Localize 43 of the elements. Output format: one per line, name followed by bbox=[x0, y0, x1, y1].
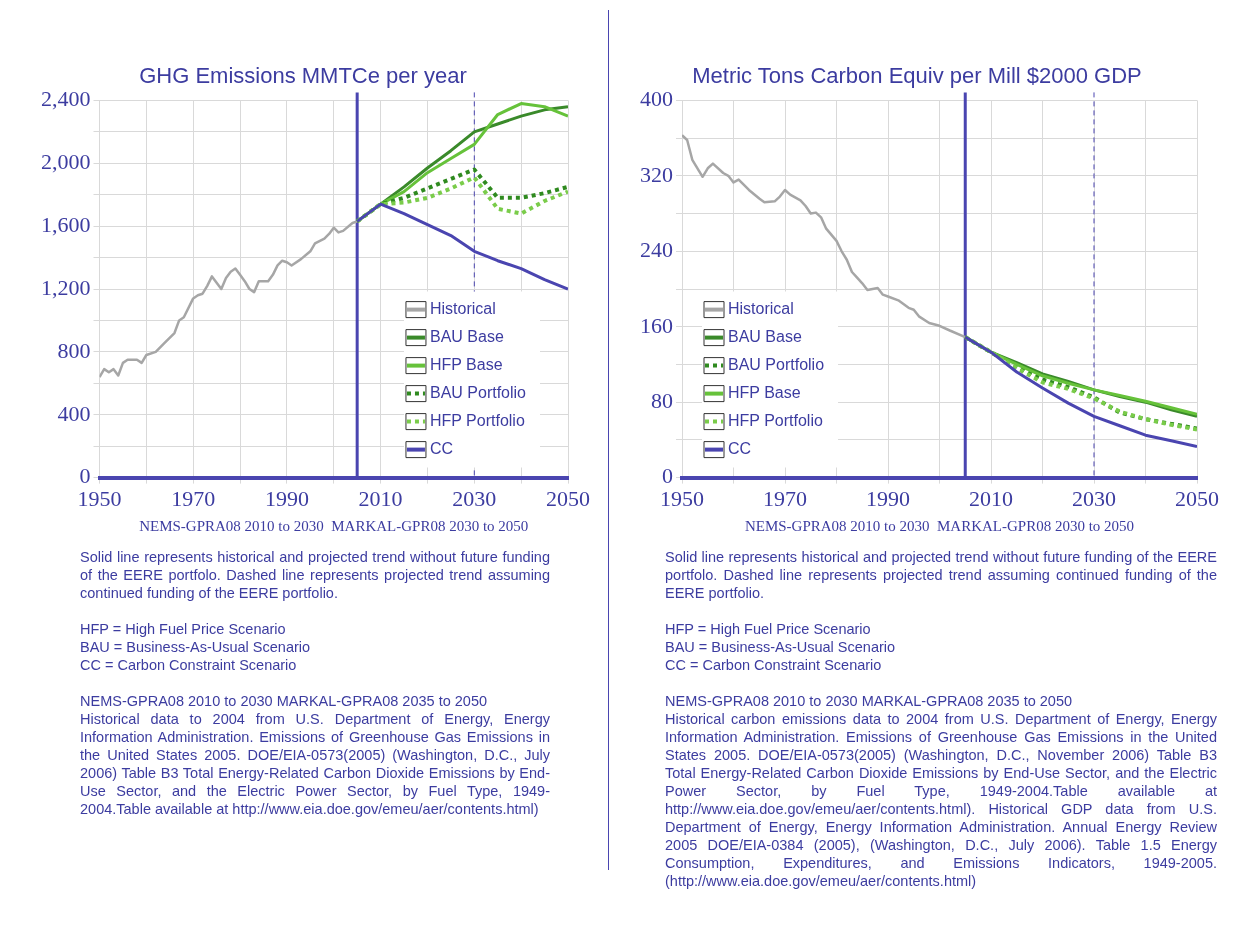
y-tick-label: 80 bbox=[651, 387, 673, 413]
y-tick-label: 800 bbox=[57, 337, 91, 363]
legend-label: Historical bbox=[429, 300, 496, 318]
text: NEMS-GPRA08 2010 to 2030 MARKAL-GPRA08 2035 to 2050 Historical carbon emissions data to 2004 from U.S. Department of Energy, Energy Information Administration. Emissions of Greenhouse Gas Emissions in the United States 2005. DOE/EIA-0573(2005) (Washington, D.C., November 2006) Table B3 Total Energy-Related Carbon Dioxide Emissions by End-Use Sector, and the Electric Power Sector, by Fuel Type, 1949-2004.Table available at http://www.eia.doe.gov/emeu/aer/contents.html). Historical GDP data from U.S. Department of Energy, Energy Information Administration. Annual Energy Review 2005 DOE/EIA-0384 (2005), (Washington, D.C., July 2006). Table 1.5 Energy Consumption, Expenditures, and Emissions Indicators, 1949-2005. (http://www.eia.doe.gov/emeu/aer/contents.html) bbox=[665, 693, 1217, 889]
legend-label: Historical bbox=[728, 300, 794, 318]
x-tick-label: 2030 bbox=[452, 485, 497, 511]
legend-label: BAU Base bbox=[728, 328, 802, 346]
chart-title: Metric Tons Carbon Equiv per Mill $2000 GDP bbox=[692, 63, 1142, 89]
x-axis-title: NEMS-GPRA08 2010 to 2030 MARKAL-GPR08 2030 to 2050 bbox=[744, 517, 1135, 534]
legend-label: BAU Base bbox=[429, 328, 504, 346]
text: HFP = High Fuel Price Scenario BAU = Business-As-Usual Scenario CC = Carbon Constraint Scenario bbox=[665, 620, 897, 674]
y-tick-label: 400 bbox=[57, 400, 91, 426]
y-tick-label: 1,600 bbox=[41, 211, 91, 237]
x-tick-label: 1990 bbox=[264, 485, 309, 511]
x-tick-label: 2050 bbox=[1175, 485, 1219, 511]
legend-label: HFP Portfolio bbox=[429, 412, 525, 430]
y-tick-label: 2,400 bbox=[41, 86, 91, 112]
y-tick-label: 240 bbox=[640, 237, 673, 263]
x-tick-label: 2030 bbox=[1072, 485, 1116, 511]
y-tick-label: 160 bbox=[640, 312, 673, 338]
x-axis-title: NEMS-GPRA08 2010 to 2030 MARKAL-GPR08 2030 to 2050 bbox=[139, 517, 529, 534]
chart-title: GHG Emissions MMTCe per year bbox=[139, 63, 467, 89]
x-tick-label: 1970 bbox=[171, 485, 216, 511]
x-tick-label: 1970 bbox=[763, 485, 807, 511]
y-tick-label: 2,000 bbox=[41, 149, 91, 175]
text: Solid line represents historical and projected trend without future funding of the EERE portfolo. Dashed line represents projected trend assuming continued funding of the EERE portfolio. bbox=[80, 548, 550, 602]
y-tick-label: 400 bbox=[640, 86, 673, 112]
legend-label: CC bbox=[429, 440, 454, 458]
legend-label: HFP Base bbox=[728, 384, 801, 402]
x-tick-label: 2050 bbox=[546, 485, 590, 511]
legend-label: BAU Portfolio bbox=[429, 384, 527, 402]
x-tick-label: 2010 bbox=[358, 485, 403, 511]
text: NEMS-GPRA08 2010 to 2030 MARKAL-GPRA08 2035 to 2050 Historical data to 2004 from U.S. Department of Energy, Energy Information Administration. Emissions of Greenhouse Gas Emissions in the United States 2005. DOE/EIA-0573(2005) (Washington, D.C., July 2006) Table B3 Total Energy-Related Carbon Dioxide Emissions by End-Use Sector, and the Electric Power Sector, by Fuel Type, 1949-2004.Table available at http://www.eia.doe.gov/emeu/aer/contents.html) bbox=[80, 692, 550, 818]
legend-label: CC bbox=[728, 440, 752, 458]
legend-label: HFP Portfolio bbox=[728, 412, 823, 430]
x-tick-label: 1990 bbox=[866, 485, 910, 511]
y-tick-label: 1,200 bbox=[41, 274, 91, 300]
legend-label: HFP Base bbox=[429, 356, 503, 374]
text: HFP = High Fuel Price Scenario BAU = Business-As-Usual Scenario CC = Carbon Constraint Scenario bbox=[80, 620, 312, 674]
x-tick-label: 2010 bbox=[969, 485, 1013, 511]
legend-label: BAU Portfolio bbox=[728, 356, 825, 374]
y-tick-label: 320 bbox=[640, 161, 673, 187]
text: Solid line represents historical and projected trend without future funding of the EERE portfolo. Dashed line represents projected trend assuming continued funding of the EERE portfolio. bbox=[665, 548, 1217, 602]
